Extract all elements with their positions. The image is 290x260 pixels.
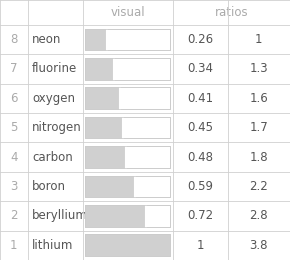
Bar (85, 146, 170, 168)
Text: 0.45: 0.45 (187, 121, 213, 134)
Text: 1: 1 (10, 239, 17, 252)
Bar (85, 205, 170, 227)
Text: nitrogen: nitrogen (32, 121, 82, 134)
Text: ratios: ratios (215, 6, 248, 19)
Text: 0.41: 0.41 (187, 92, 213, 105)
Text: 0.48: 0.48 (187, 151, 213, 164)
Text: 0.26: 0.26 (187, 33, 213, 46)
Text: lithium: lithium (32, 239, 73, 252)
Text: visual: visual (110, 6, 145, 19)
Text: 1: 1 (255, 33, 262, 46)
Bar (85, 58, 170, 80)
Bar (85, 87, 170, 109)
Bar (85, 58, 114, 80)
Text: 2: 2 (10, 209, 17, 222)
Bar (85, 29, 170, 50)
Text: 2.2: 2.2 (249, 180, 268, 193)
Text: fluorine: fluorine (32, 62, 77, 75)
Text: 6: 6 (10, 92, 17, 105)
Text: neon: neon (32, 33, 61, 46)
Bar (85, 29, 170, 50)
Text: 5: 5 (10, 121, 17, 134)
Text: 1.8: 1.8 (249, 151, 268, 164)
Bar (85, 235, 170, 256)
Text: 7: 7 (10, 62, 17, 75)
Text: oxygen: oxygen (32, 92, 75, 105)
Bar (85, 87, 120, 109)
Text: boron: boron (32, 180, 66, 193)
Text: 0.34: 0.34 (187, 62, 213, 75)
Text: 4: 4 (10, 151, 17, 164)
Bar (85, 235, 170, 256)
Text: 1.3: 1.3 (249, 62, 268, 75)
Bar (85, 176, 170, 197)
Text: 8: 8 (10, 33, 17, 46)
Text: beryllium: beryllium (32, 209, 88, 222)
Text: 3.8: 3.8 (250, 239, 268, 252)
Bar (85, 176, 135, 197)
Text: 3: 3 (10, 180, 17, 193)
Bar (85, 58, 170, 80)
Bar (85, 176, 170, 197)
Bar (85, 117, 123, 138)
Bar (85, 29, 107, 50)
Bar (85, 87, 170, 109)
Bar (85, 146, 170, 168)
Text: 0.72: 0.72 (187, 209, 213, 222)
Bar (85, 117, 170, 138)
Text: 1.7: 1.7 (249, 121, 268, 134)
Text: 2.8: 2.8 (249, 209, 268, 222)
Bar (85, 235, 170, 256)
Bar (85, 205, 170, 227)
Text: 1: 1 (196, 239, 204, 252)
Bar (85, 117, 170, 138)
Bar (85, 205, 146, 227)
Text: 1.6: 1.6 (249, 92, 268, 105)
Text: carbon: carbon (32, 151, 73, 164)
Text: 0.59: 0.59 (187, 180, 213, 193)
Bar (85, 146, 126, 168)
